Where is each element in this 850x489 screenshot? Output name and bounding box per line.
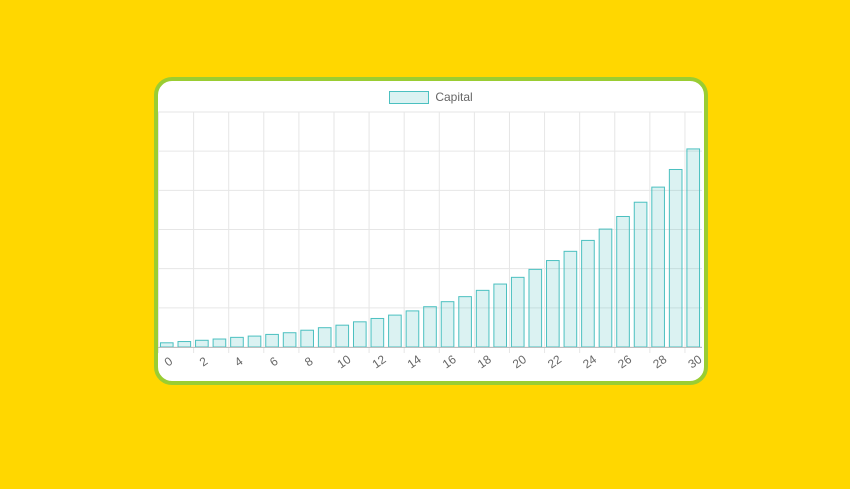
x-tick-label: 12 — [370, 352, 389, 371]
bar-12 — [370, 317, 385, 348]
bar-23 — [563, 250, 578, 348]
bar-21 — [528, 268, 543, 348]
bar-6 — [265, 333, 279, 348]
bar-19 — [493, 283, 508, 348]
x-tick-label: 26 — [615, 352, 634, 371]
x-tick-label: 22 — [545, 352, 564, 371]
bar-18 — [475, 289, 490, 348]
bar-10 — [335, 324, 350, 348]
x-tick-label: 2 — [197, 354, 211, 369]
bar-0 — [159, 342, 174, 348]
legend-label-capital: Capital — [435, 90, 473, 104]
bar-14 — [405, 310, 420, 348]
x-tick-label: 24 — [580, 352, 599, 371]
bar-9 — [317, 327, 332, 348]
bar-5 — [247, 335, 262, 348]
chart-card: Capital 0 2 4 6 8 10 12 14 16 18 20 22 24 26 28 30 — [154, 77, 708, 385]
bar-8 — [300, 329, 314, 348]
x-tick-label: 4 — [232, 354, 246, 369]
bar-28 — [651, 186, 665, 348]
legend-swatch-capital — [389, 90, 430, 104]
x-tick-label: 18 — [475, 352, 494, 371]
bar-3 — [212, 338, 227, 348]
bar-16 — [440, 301, 455, 348]
x-tick-label: 10 — [334, 352, 353, 371]
bar-17 — [458, 296, 472, 348]
x-tick-label: 20 — [510, 352, 529, 371]
bar-15 — [423, 306, 437, 348]
x-tick-label: 30 — [685, 352, 704, 371]
bar-7 — [282, 332, 297, 348]
legend[interactable]: Capital — [158, 90, 704, 104]
bar-25 — [598, 228, 613, 348]
bar-30 — [686, 148, 701, 348]
x-tick-label: 14 — [405, 352, 424, 371]
x-tick-label: 16 — [440, 352, 459, 371]
bar-22 — [546, 260, 560, 348]
bar-chart: 0 2 4 6 8 10 12 14 16 18 20 22 24 26 28 30 — [158, 111, 704, 371]
x-tick-label: 0 — [162, 354, 176, 369]
bar-1 — [177, 341, 192, 348]
x-tick-label: 8 — [302, 354, 316, 369]
bar-20 — [510, 276, 525, 348]
bar-11 — [352, 321, 367, 348]
x-tick-label: 28 — [650, 352, 669, 371]
bar-24 — [581, 239, 595, 348]
bar-26 — [616, 215, 630, 348]
x-tick-label: 6 — [267, 354, 281, 369]
bar-4 — [230, 336, 244, 348]
bar-13 — [388, 314, 402, 348]
bar-2 — [195, 339, 209, 348]
bar-27 — [633, 201, 648, 348]
bar-29 — [668, 168, 683, 348]
